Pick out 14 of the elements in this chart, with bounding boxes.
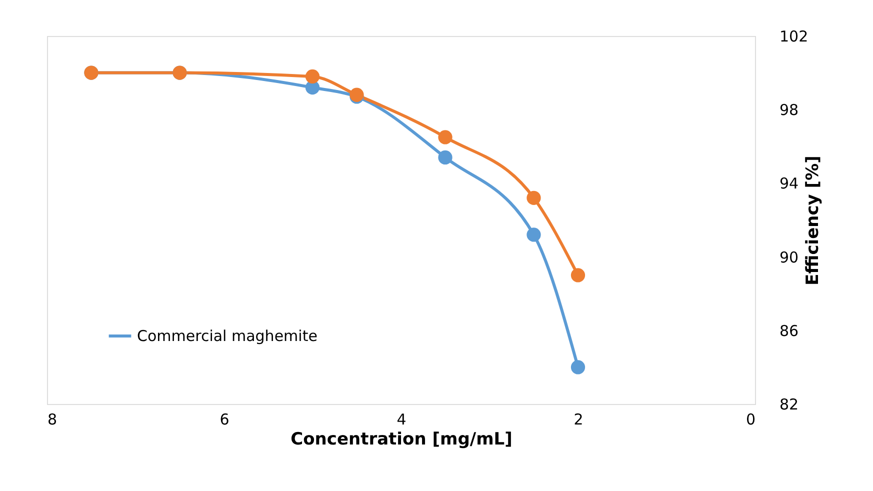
x-axis-title: Concentration [mg/mL] — [290, 430, 512, 450]
y-tick-label: 94 — [780, 174, 799, 193]
y-axis-title: Efficiency [%] — [803, 156, 824, 286]
x-tick-label: 8 — [48, 410, 58, 428]
y-tick-label: 90 — [780, 248, 799, 266]
y-tick-label: 98 — [780, 101, 799, 120]
x-tick-label: 0 — [746, 410, 756, 428]
y-tick-label: 86 — [780, 322, 799, 340]
x-tick-label: 6 — [220, 410, 230, 428]
legend-label: Commercial maghemite — [137, 327, 318, 345]
x-tick-label: 4 — [396, 410, 406, 428]
y-tick-label: 102 — [780, 28, 808, 46]
x-tick-label: 2 — [574, 410, 584, 428]
y-tick-label: 82 — [780, 396, 799, 414]
